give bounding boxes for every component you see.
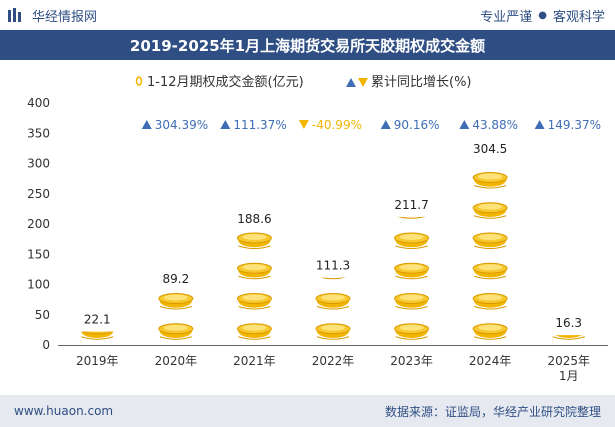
x-tick-label: 2020年 — [155, 354, 198, 368]
bar — [81, 331, 114, 340]
bar — [552, 335, 585, 340]
growth-arrow-up-icon — [534, 120, 545, 129]
growth-arrow-up-icon — [459, 120, 470, 129]
tag-professional: 专业严谨 — [480, 9, 533, 25]
footer: www.huaon.com 数据来源：证监局，华经产业研究院整理 — [0, 395, 615, 427]
chart-area: 1-12月期权成交金额(亿元) 累计同比增长(%) 0 50 100 150 200 250 3… — [27, 74, 608, 383]
legend-arrow-up-icon — [346, 78, 356, 87]
tag-objective: 客观科学 — [552, 9, 605, 25]
y-tick-label: 250 — [27, 187, 50, 201]
brand[interactable]: 华经情报网 — [0, 6, 97, 25]
growth-value-label: 149.37% — [548, 118, 601, 132]
growth-arrow-up-icon — [380, 120, 391, 129]
bar — [394, 216, 430, 340]
growth-arrow-down-icon — [298, 120, 309, 129]
bar — [315, 277, 351, 340]
x-tick-label: 2023年 — [390, 354, 433, 368]
bar-value-label: 111.3 — [316, 259, 350, 273]
chart-title: 2019-2025年1月上海期货交易所天胶期权成交金额 — [129, 36, 486, 55]
growth-value-label: -40.99% — [312, 118, 362, 132]
footer-url[interactable]: www.huaon.com — [14, 404, 114, 418]
growth-arrow-up-icon — [220, 120, 231, 129]
bar — [158, 293, 194, 340]
y-tick-label: 150 — [27, 247, 50, 261]
legend-arrow-down-icon — [358, 78, 368, 87]
growth-value-label: 304.39% — [155, 118, 208, 132]
y-tick-label: 300 — [27, 157, 50, 171]
y-tick-label: 50 — [35, 308, 50, 322]
bar-value-label: 22.1 — [84, 313, 111, 327]
bar-value-label: 211.7 — [394, 198, 428, 212]
x-tick-label: 2021年 — [233, 354, 276, 368]
bar-value-label: 16.3 — [555, 316, 582, 330]
brand-name: 华经情报网 — [32, 9, 98, 25]
bar-value-label: 89.2 — [162, 272, 189, 286]
bar — [236, 232, 272, 340]
x-tick-label: 2024年 — [469, 354, 512, 368]
legend-swatch-turnover — [135, 76, 143, 86]
header-tags: 专业严谨 ● 客观科学 — [480, 6, 615, 25]
x-tick-label: 1月 — [559, 369, 579, 383]
x-tick-label: 2019年 — [76, 354, 119, 368]
x-tick-label: 2022年 — [312, 354, 355, 368]
chart-title-bar: 2019-2025年1月上海期货交易所天胶期权成交金额 — [0, 30, 615, 60]
y-tick-label: 0 — [42, 338, 50, 352]
brand-logo-icon — [8, 8, 21, 22]
y-tick-label: 400 — [27, 96, 50, 110]
bar — [472, 172, 508, 340]
growth-arrow-up-icon — [141, 120, 152, 129]
legend-label-turnover: 1-12月期权成交金额(亿元) — [147, 74, 304, 90]
bar-value-label: 304.5 — [473, 142, 507, 156]
footer-source: 数据来源：证监局，华经产业研究院整理 — [384, 404, 601, 419]
growth-value-label: 111.37% — [233, 118, 286, 132]
top-bar: 华经情报网 专业严谨 ● 客观科学 — [0, 0, 615, 30]
growth-value-label: 43.88% — [472, 118, 518, 132]
bar-value-label: 188.6 — [237, 212, 271, 226]
x-tick-label: 2025年 — [547, 354, 590, 368]
separator-dot-icon: ● — [538, 9, 547, 21]
y-tick-label: 200 — [27, 217, 50, 231]
legend-label-growth: 累计同比增长(%) — [371, 75, 472, 90]
y-tick-label: 350 — [27, 126, 50, 140]
y-tick-label: 100 — [27, 278, 50, 292]
growth-value-label: 90.16% — [394, 118, 440, 132]
